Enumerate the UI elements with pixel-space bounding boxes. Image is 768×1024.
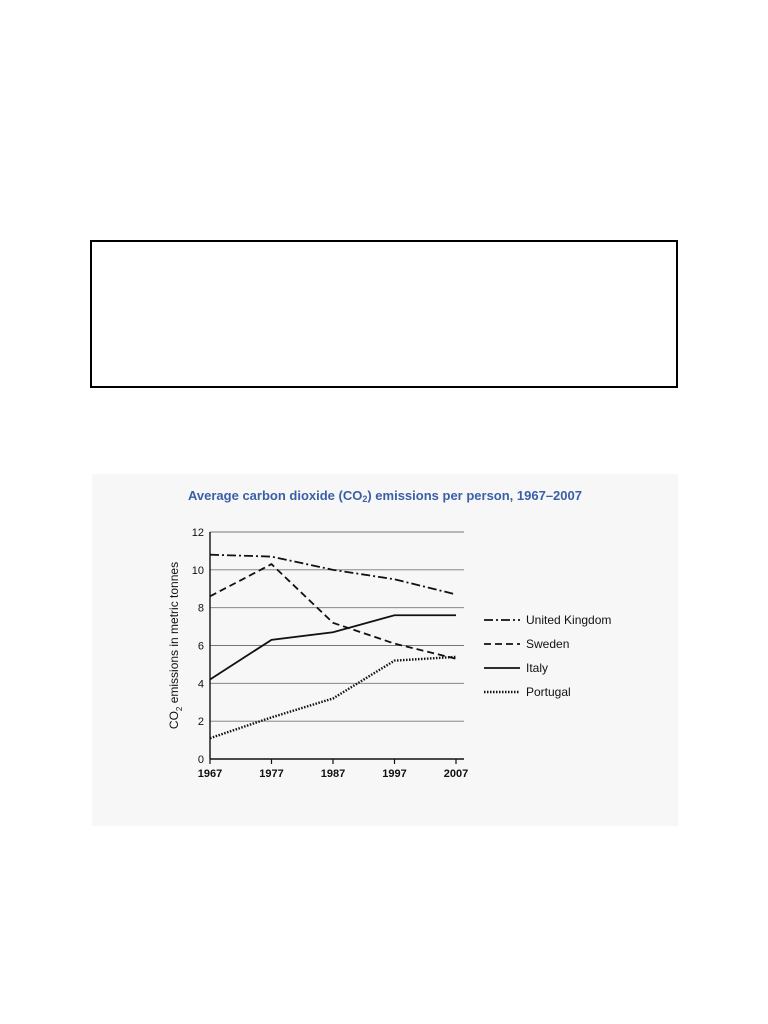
y-tick-label-6: 6 bbox=[198, 641, 204, 653]
y-axis-title: CO2 emissions in metric tonnes bbox=[167, 562, 184, 729]
x-tick-label-1997: 1997 bbox=[382, 768, 406, 780]
line-chart: 0 2 4 6 8 10 12 1967 1977 1987 1997 2007 CO2 emissio… bbox=[167, 527, 611, 780]
y-tick-label-8: 8 bbox=[198, 603, 204, 615]
legend-label-portugal: Portugal bbox=[526, 685, 571, 699]
legend-label-united-kingdom: United Kingdom bbox=[526, 613, 611, 627]
chart-title: Average carbon dioxide (CO2) emissions p… bbox=[188, 488, 582, 504]
y-tick-label-10: 10 bbox=[192, 565, 204, 577]
series-line-united-kingdom bbox=[209, 553, 457, 596]
chart-panel: Average carbon dioxide (CO2) emissions p… bbox=[92, 474, 678, 826]
series-line-portugal bbox=[209, 655, 457, 740]
x-tick-label-1977: 1977 bbox=[259, 768, 283, 780]
empty-question-box bbox=[90, 240, 678, 388]
series-line-sweden bbox=[209, 563, 457, 660]
y-tick-label-4: 4 bbox=[198, 678, 204, 690]
series-line-italy bbox=[209, 614, 456, 681]
legend-label-sweden: Sweden bbox=[526, 637, 569, 651]
y-tick-label-12: 12 bbox=[192, 527, 204, 539]
y-tick-label-2: 2 bbox=[198, 716, 204, 728]
y-tick-label-0: 0 bbox=[198, 754, 204, 766]
x-tick-label-1967: 1967 bbox=[198, 768, 222, 780]
x-tick-label-2007: 2007 bbox=[444, 768, 468, 780]
x-tick-label-1987: 1987 bbox=[321, 768, 345, 780]
legend-label-italy: Italy bbox=[526, 661, 548, 675]
